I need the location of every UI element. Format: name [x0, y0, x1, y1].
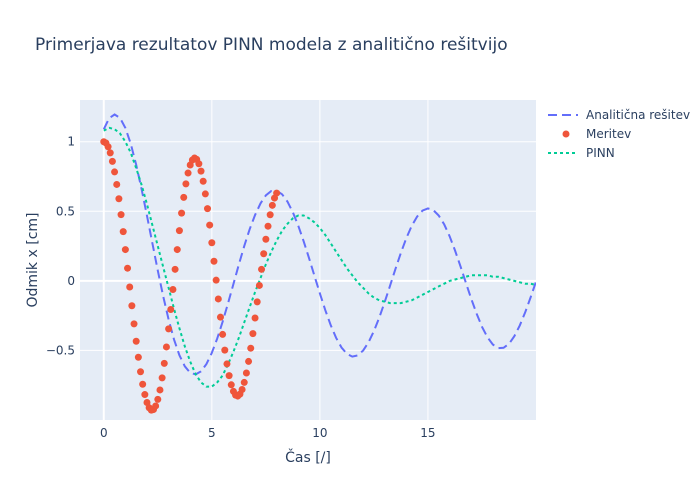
meritev-point: [178, 209, 186, 217]
series-layer: [100, 113, 536, 414]
meritev-point: [223, 360, 231, 368]
legend-label: Meritev: [586, 127, 631, 141]
meritev-point: [169, 285, 177, 293]
x-tick-label: 5: [208, 426, 216, 440]
meritev-point: [242, 369, 250, 377]
meritev-point: [152, 402, 160, 410]
meritev-point: [258, 265, 266, 273]
y-tick-label: 1: [67, 135, 75, 149]
y-tick-label: 0: [67, 274, 75, 288]
meritev-point: [247, 344, 255, 352]
analiticna-resitev-line: [102, 113, 536, 376]
x-tick-label: 15: [420, 426, 435, 440]
legend-item[interactable]: PINN: [548, 146, 615, 160]
meritev-point: [134, 353, 142, 361]
meritev-point: [216, 313, 224, 321]
meritev-point: [137, 368, 145, 376]
meritev-point: [201, 190, 209, 198]
chart-title: Primerjava rezultatov PINN modela z anal…: [35, 35, 508, 55]
meritev-point: [115, 195, 123, 203]
meritev-point: [264, 222, 272, 230]
y-axis-ticks: −0.5 0 0.5 1: [46, 135, 75, 358]
meritev-point: [227, 381, 235, 389]
plot-area: 0 5 10 15 −0.5 0 0.5 1: [46, 100, 536, 440]
meritev-point: [117, 211, 125, 219]
y-tick-label: −0.5: [46, 343, 75, 357]
meritev-point: [158, 374, 166, 382]
meritev-point: [245, 357, 253, 365]
meritev-point: [255, 281, 263, 289]
x-axis-ticks: 0 5 10 15: [100, 426, 436, 440]
plot-background: [80, 100, 536, 420]
meritev-point: [156, 386, 164, 394]
meritev-point: [175, 227, 183, 235]
y-axis-title: Odmik x [cm]: [25, 213, 41, 308]
meritev-point: [273, 189, 281, 197]
meritev-point: [111, 168, 119, 176]
x-axis-title: Čas [/]: [285, 448, 331, 466]
meritev-point: [206, 221, 214, 229]
meritev-point: [165, 325, 173, 333]
meritev-point: [121, 246, 129, 254]
legend-label: Analitična rešitev: [586, 108, 690, 122]
meritev-point: [184, 169, 192, 177]
meritev-point: [195, 160, 203, 168]
meritev-point: [210, 257, 218, 265]
meritev-point: [260, 250, 268, 258]
meritev-point: [154, 395, 162, 403]
meritev-point: [214, 295, 222, 303]
meritev-point: [162, 343, 170, 351]
meritev-point: [141, 391, 149, 399]
meritev-point: [119, 228, 127, 236]
meritev-point: [238, 386, 246, 394]
meritev-point: [106, 149, 114, 157]
meritev-point: [253, 298, 261, 306]
meritev-point: [113, 180, 121, 188]
y-tick-label: 0.5: [56, 204, 75, 218]
legend-item[interactable]: Analitična rešitev: [548, 108, 690, 122]
meritev-point: [130, 320, 138, 328]
legend: Analitična rešitev Meritev PINN: [548, 108, 690, 160]
meritev-point: [108, 157, 116, 165]
legend-label: PINN: [586, 146, 615, 160]
meritev-point: [182, 180, 190, 188]
meritev-point: [266, 211, 274, 219]
meritev-point: [262, 235, 270, 243]
meritev-point: [167, 306, 175, 314]
x-tick-label: 0: [100, 426, 108, 440]
meritev-point: [221, 346, 229, 354]
meritev-point: [160, 359, 168, 367]
meritev-point: [171, 265, 179, 273]
meritev-point: [208, 239, 216, 247]
meritev-point: [249, 330, 257, 338]
meritev-point: [197, 167, 205, 175]
legend-marker: [562, 130, 570, 138]
series-meritev: [100, 138, 281, 414]
meritev-point: [173, 246, 181, 254]
meritev-point: [225, 372, 233, 380]
meritev-point: [204, 205, 212, 213]
legend-item[interactable]: Meritev: [562, 127, 632, 141]
meritev-point: [240, 378, 248, 386]
meritev-point: [180, 193, 188, 201]
meritev-point: [251, 314, 259, 322]
meritev-point: [124, 264, 132, 272]
meritev-point: [212, 276, 220, 284]
meritev-point: [126, 283, 134, 291]
meritev-point: [143, 398, 151, 406]
meritev-point: [132, 337, 140, 345]
meritev-point: [268, 201, 276, 209]
x-tick-label: 10: [312, 426, 327, 440]
meritev-point: [128, 302, 136, 310]
meritev-point: [219, 330, 227, 338]
meritev-point: [199, 177, 207, 185]
meritev-point: [104, 143, 112, 151]
meritev-point: [139, 380, 147, 388]
